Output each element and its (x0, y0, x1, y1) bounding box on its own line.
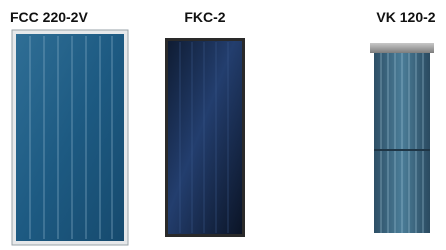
product-image: FCC 220-2V FKC-2 VK 120-2 (0, 0, 446, 250)
collector-fkc (165, 38, 245, 237)
product-label: FCC 220-2V (10, 9, 88, 25)
page: FCC 220-2V FKC-2 VK 120-2 (() = (0, 0, 446, 250)
product-label: VK 120-2 (376, 9, 435, 25)
collector-vk (370, 43, 434, 233)
product-label: FKC-2 (184, 9, 225, 25)
collector-fcc (12, 30, 128, 245)
